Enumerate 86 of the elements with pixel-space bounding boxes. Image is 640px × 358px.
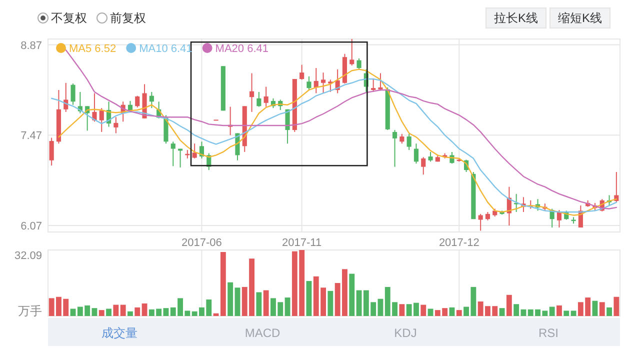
candlestick [400,133,404,144]
bar [356,290,362,316]
bar [599,302,605,316]
legend-label: MA5 6.52 [69,43,116,55]
text: MACD [244,326,280,340]
y-tick-label: 6.07 [20,220,42,233]
bar [564,310,570,316]
candlestick [49,137,54,166]
candlestick [70,83,76,106]
candlestick [249,72,254,112]
candlestick [264,86,268,108]
bar [120,304,126,316]
candlestick [371,78,376,92]
candlestick [350,38,354,66]
candlestick [478,213,483,232]
bar [506,294,512,316]
bar [514,304,520,316]
candlestick [378,72,383,92]
candlestick [306,76,312,90]
bar [570,310,576,316]
bar [420,304,426,316]
candlestick [256,91,262,108]
y-tick-label: 7.47 [20,130,42,142]
bar [92,308,98,316]
bar [549,306,555,316]
bar [614,296,620,316]
bar [228,282,234,316]
bar [106,308,112,316]
candlestick [421,156,426,176]
bar [428,308,434,316]
bar [284,298,290,316]
bar [234,288,240,316]
bar [378,298,384,316]
candlestick [556,210,562,228]
text: RSI [538,326,559,340]
text: 成交量 [102,326,138,340]
x-tick-label: 2017-11 [282,237,322,249]
candlestick [114,116,118,134]
text: 拉长K线 [494,11,538,25]
x-tick-label: 2017-12 [438,237,480,249]
bar [70,308,76,316]
candlestick [314,68,318,94]
text: 前复权 [110,11,146,25]
candlestick [414,143,419,164]
bar [134,307,140,316]
bar [306,281,312,316]
bar [606,307,612,316]
x-tick-label: 2017-06 [182,237,222,249]
candlestick [99,108,104,132]
bar [556,305,562,316]
candlestick [92,92,97,122]
bar [256,292,262,316]
bar [263,290,269,316]
text: KDJ [394,326,417,340]
bar [449,307,455,316]
bar [456,310,462,316]
candlestick [356,58,362,70]
text: 32.09 [14,250,42,262]
y-tick-label: 8.87 [20,40,42,52]
candlestick [149,91,154,109]
bar [592,300,598,316]
bar [113,304,119,316]
candlestick [392,130,398,168]
candlestick [164,114,168,144]
candlestick [300,64,304,80]
candlestick [178,148,183,168]
candlestick [428,151,433,162]
bar [399,304,405,316]
candlestick [135,95,140,108]
candlestick [320,72,326,94]
bar [220,252,226,316]
bar [499,308,505,316]
bar [520,309,526,316]
bar [128,311,133,316]
text: 缩短K线 [558,11,602,25]
bar [142,303,148,316]
text: 不复权 [51,11,87,25]
legend-label: MA20 6.41 [215,43,268,55]
bar [163,308,169,316]
candlestick [406,133,412,151]
bar [349,274,355,316]
candlestick [170,141,176,167]
candlestick [192,143,197,159]
bar [98,310,104,316]
y-axis-title: 万手 [18,304,42,318]
bar [328,290,334,316]
